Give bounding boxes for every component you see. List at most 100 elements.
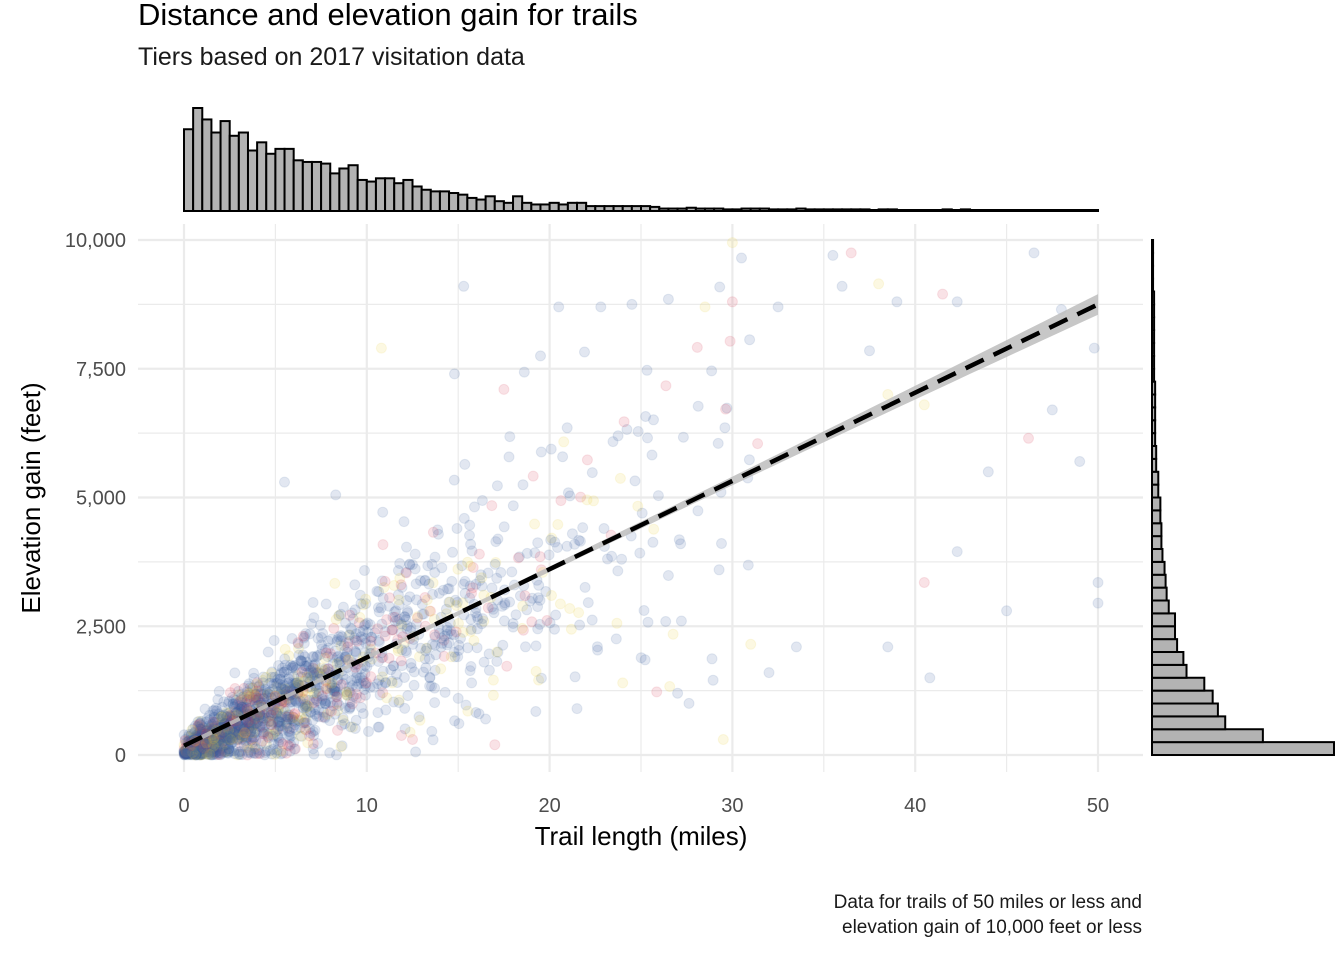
scatter-point	[236, 724, 248, 736]
top-histogram-bar	[667, 207, 679, 213]
scatter-point	[333, 609, 345, 621]
scatter-point	[213, 712, 225, 724]
scatter-point	[377, 539, 389, 551]
scatter-point	[982, 466, 994, 478]
scatter-point	[451, 596, 463, 608]
scatter-point	[313, 711, 325, 723]
scatter-point	[524, 595, 536, 607]
top-histogram-bar	[356, 178, 368, 213]
scatter-point	[532, 592, 544, 604]
scatter-point	[621, 424, 633, 435]
scatter-point	[194, 723, 206, 735]
scatter-point	[373, 586, 385, 598]
top-histogram-bar	[393, 182, 405, 213]
scatter-point	[453, 644, 465, 656]
scatter-point	[261, 745, 273, 757]
scatter-point	[298, 637, 310, 649]
scatter-point	[451, 523, 463, 534]
top-histogram-bar	[502, 201, 515, 213]
scatter-point	[217, 711, 229, 723]
scatter-point	[376, 671, 388, 683]
scatter-point	[179, 748, 191, 760]
scatter-point	[305, 670, 317, 681]
scatter-point	[261, 687, 273, 699]
scatter-point	[351, 675, 363, 687]
scatter-point	[185, 744, 197, 756]
scatter-point	[482, 567, 494, 579]
scatter-point	[218, 740, 230, 752]
right-histogram-bar	[1151, 702, 1219, 718]
scatter-point	[337, 678, 349, 689]
scatter-point	[254, 748, 266, 760]
scatter-point	[535, 350, 546, 362]
scatter-point	[364, 639, 376, 651]
right-histogram-bar	[1151, 457, 1158, 473]
scatter-point	[226, 691, 238, 703]
scatter-point	[412, 612, 423, 624]
right-histogram	[1151, 239, 1335, 757]
scatter-point	[216, 731, 228, 743]
scatter-point	[188, 744, 200, 756]
scatter-point	[229, 667, 241, 679]
scatter-point	[529, 547, 541, 559]
top-histogram-bar	[923, 209, 935, 212]
scatter-point	[272, 710, 284, 722]
scatter-point	[360, 637, 372, 649]
scatter-point	[265, 677, 277, 689]
scatter-point	[554, 598, 566, 610]
scatter-point	[373, 636, 385, 648]
top-histogram-bar	[740, 207, 752, 213]
scatter-point	[200, 716, 212, 728]
scatter-point	[205, 744, 217, 756]
top-histogram-bar	[621, 205, 633, 213]
scatter-point	[280, 747, 292, 759]
scatter-point	[195, 740, 207, 752]
scatter-point	[361, 661, 373, 673]
scatter-point	[399, 723, 411, 735]
scatter-point	[242, 680, 254, 692]
scatter-point	[203, 737, 215, 749]
scatter-point	[425, 605, 436, 617]
right-histogram-bar	[1151, 599, 1170, 615]
scatter-point	[257, 712, 269, 724]
scatter-point	[190, 742, 202, 754]
scatter-point	[268, 707, 280, 719]
scatter-point	[218, 709, 230, 721]
scatter-point	[316, 662, 328, 674]
scatter-point	[275, 748, 287, 760]
scatter-point	[351, 681, 363, 693]
scatter-point	[386, 675, 398, 687]
scatter-point	[222, 739, 234, 751]
scatter-point	[349, 579, 361, 591]
scatter-point	[207, 746, 219, 758]
scatter-point	[263, 732, 275, 744]
scatter-point	[420, 645, 432, 657]
scatter-point	[299, 717, 311, 729]
scatter-point	[343, 685, 355, 697]
scatter-point	[464, 665, 476, 677]
scatter-point	[327, 651, 338, 663]
scatter-point	[288, 715, 300, 727]
scatter-point	[721, 402, 733, 414]
scatter-point	[200, 739, 212, 751]
scatter-point	[273, 715, 285, 727]
y-tick-label: 2,500	[76, 616, 126, 638]
top-histogram-bar	[429, 190, 441, 213]
scatter-point	[221, 710, 233, 722]
scatter-point	[660, 380, 672, 392]
top-histogram-bar	[411, 185, 423, 212]
scatter-point	[180, 748, 191, 760]
scatter-point	[205, 746, 217, 758]
scatter-point	[249, 689, 260, 701]
scatter-point	[595, 301, 607, 313]
scatter-point	[422, 560, 434, 572]
scatter-point	[308, 701, 320, 713]
scatter-point	[195, 723, 207, 735]
scatter-point	[564, 490, 576, 502]
scatter-point	[253, 744, 265, 756]
scatter-point	[209, 737, 221, 749]
scatter-point	[186, 747, 198, 759]
scatter-point	[233, 748, 245, 760]
scatter-point	[301, 700, 313, 712]
scatter-point	[290, 677, 301, 689]
